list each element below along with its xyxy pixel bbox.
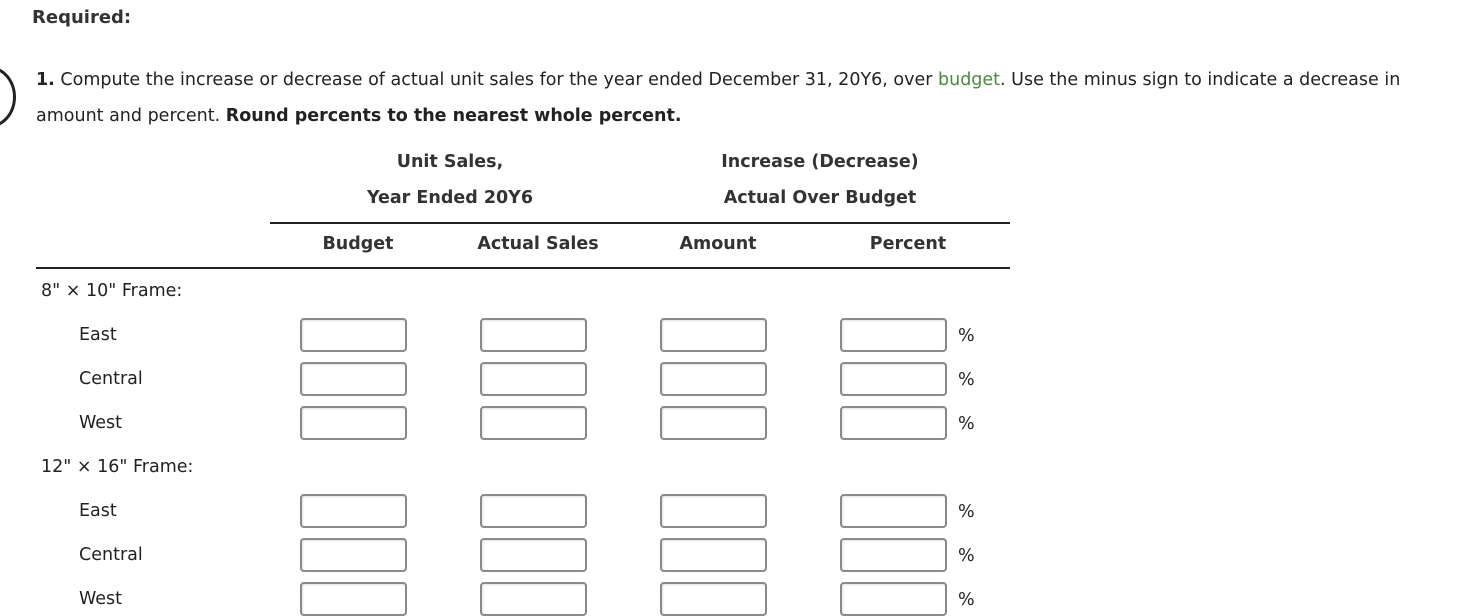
input-12x16-west-percent[interactable] — [840, 582, 947, 616]
row-label-central: Central — [79, 369, 143, 389]
percent-sign: % — [958, 546, 975, 566]
group-header-rule — [270, 222, 1010, 224]
rounding-instruction: Round percents to the nearest whole perc… — [225, 106, 682, 126]
column-header-budget: Budget — [322, 234, 394, 254]
input-8x10-west-percent[interactable] — [840, 406, 947, 440]
input-8x10-east-amount[interactable] — [660, 318, 767, 352]
percent-sign: % — [958, 590, 975, 610]
input-12x16-central-amount[interactable] — [660, 538, 767, 572]
unit-sales-header-line1: Unit Sales, — [396, 152, 504, 172]
input-8x10-west-actual-sales[interactable] — [480, 406, 587, 440]
input-8x10-west-budget[interactable] — [300, 406, 407, 440]
input-12x16-east-actual-sales[interactable] — [480, 494, 587, 528]
unit-sales-header-line2: Year Ended 20Y6 — [366, 188, 534, 208]
percent-sign: % — [958, 502, 975, 522]
row-label-west: West — [79, 589, 123, 609]
input-12x16-central-actual-sales[interactable] — [480, 538, 587, 572]
group-label-12x16-frame: 12" × 16" Frame: — [41, 457, 194, 477]
question-marker-circle — [0, 66, 16, 128]
input-8x10-east-actual-sales[interactable] — [480, 318, 587, 352]
glossary-term-budget[interactable]: budget — [938, 70, 1001, 90]
percent-sign: % — [958, 370, 975, 390]
input-12x16-west-amount[interactable] — [660, 582, 767, 616]
row-label-east: East — [79, 501, 117, 521]
change-header-line2: Actual Over Budget — [723, 188, 917, 208]
group-label-8x10-frame: 8" × 10" Frame: — [41, 281, 183, 301]
percent-sign: % — [958, 326, 975, 346]
input-8x10-central-amount[interactable] — [660, 362, 767, 396]
column-header-rule — [36, 267, 1010, 269]
question-text-before: Compute the increase or decrease of actu… — [54, 70, 938, 90]
question-number: 1. — [36, 70, 55, 90]
question-text-after: . Use the minus sign to indicate a decre… — [36, 70, 1401, 126]
input-8x10-east-percent[interactable] — [840, 318, 947, 352]
column-header-amount: Amount — [679, 234, 757, 254]
row-label-central: Central — [79, 545, 143, 565]
input-8x10-central-actual-sales[interactable] — [480, 362, 587, 396]
input-12x16-central-budget[interactable] — [300, 538, 407, 572]
input-12x16-central-percent[interactable] — [840, 538, 947, 572]
required-heading: Required: — [32, 7, 132, 28]
input-12x16-east-percent[interactable] — [840, 494, 947, 528]
question-instructions: 1. Compute the increase or decrease of a… — [36, 62, 1461, 134]
input-8x10-west-amount[interactable] — [660, 406, 767, 440]
input-12x16-west-actual-sales[interactable] — [480, 582, 587, 616]
input-12x16-east-budget[interactable] — [300, 494, 407, 528]
input-8x10-east-budget[interactable] — [300, 318, 407, 352]
change-header-line1: Increase (Decrease) — [721, 152, 919, 172]
row-label-east: East — [79, 325, 117, 345]
percent-sign: % — [958, 414, 975, 434]
input-8x10-central-percent[interactable] — [840, 362, 947, 396]
column-header-actual-sales: Actual Sales — [477, 234, 599, 254]
input-12x16-east-amount[interactable] — [660, 494, 767, 528]
row-label-west: West — [79, 413, 123, 433]
input-8x10-central-budget[interactable] — [300, 362, 407, 396]
input-12x16-west-budget[interactable] — [300, 582, 407, 616]
column-header-percent: Percent — [869, 234, 947, 254]
